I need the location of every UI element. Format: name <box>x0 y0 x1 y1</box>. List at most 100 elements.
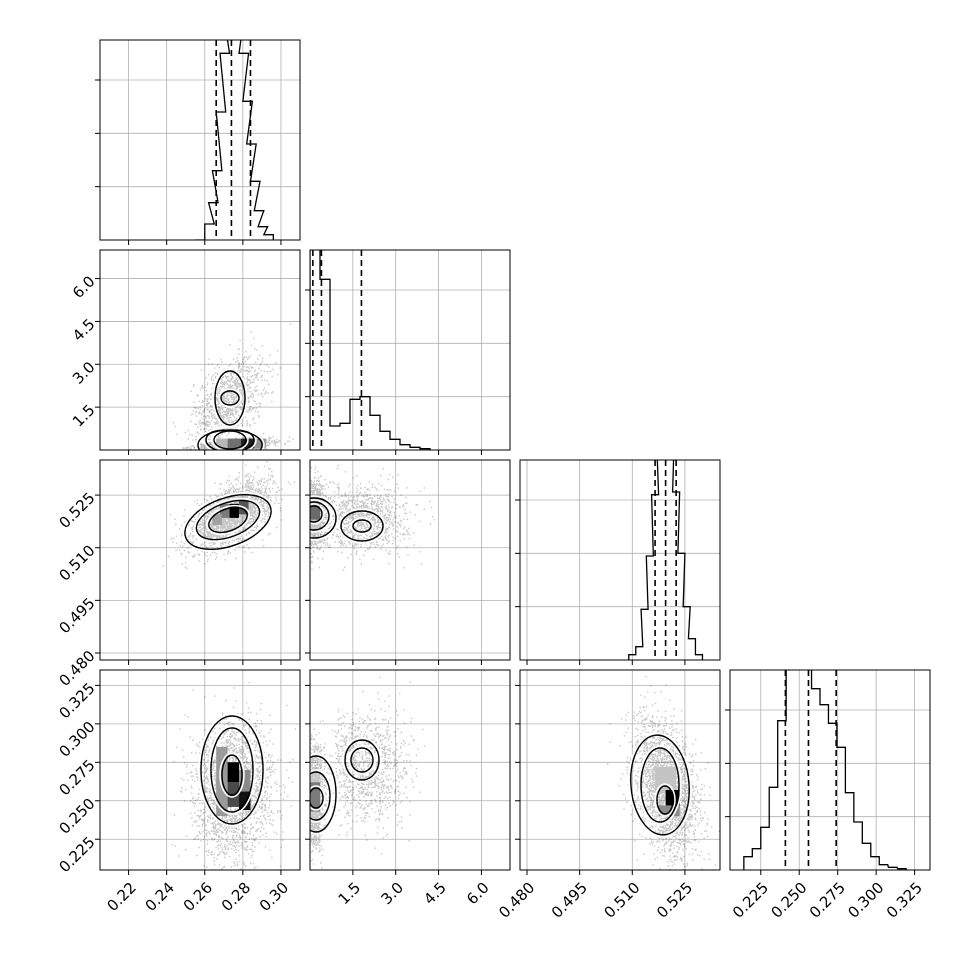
x-tick-label: 0.495 <box>548 879 591 922</box>
contour-halo <box>310 785 326 811</box>
contour-line <box>640 747 680 823</box>
contour-line <box>210 727 254 813</box>
x-tick-label: 0.300 <box>844 879 887 922</box>
contour-line <box>221 754 243 796</box>
axes-frame <box>309 459 511 661</box>
axes-frame <box>99 249 301 451</box>
axes-frame <box>99 459 301 661</box>
contour-halo <box>654 783 676 817</box>
scatter-points <box>172 323 292 450</box>
contour-line <box>310 497 337 539</box>
density-block <box>239 770 251 792</box>
density-block <box>254 438 266 449</box>
contour-line <box>630 734 690 836</box>
x-tick-label: 0.24 <box>142 879 178 915</box>
density-block <box>220 503 230 518</box>
panel-2-0: 0.480 0.495 0.510 0.525 <box>55 459 301 690</box>
x-tick-label: 0.275 <box>806 879 849 922</box>
panel-1-1 <box>305 249 511 455</box>
axes-frame <box>519 669 721 871</box>
axes-frame <box>309 669 511 871</box>
histogram-step <box>195 40 274 240</box>
axes-frame <box>309 249 511 451</box>
histogram-step <box>743 670 907 870</box>
y-tick-label: 0.510 <box>55 542 98 585</box>
axes-frame <box>99 39 301 241</box>
x-tick-label: 0.225 <box>729 879 772 922</box>
axes-frame <box>519 459 721 661</box>
x-tick-label: 3.0 <box>377 879 407 909</box>
contour-halo <box>310 769 333 823</box>
contour-line <box>195 499 261 541</box>
contour-line <box>197 429 263 450</box>
x-tick-label: 0.250 <box>767 879 810 922</box>
x-tick-label: 0.510 <box>600 879 643 922</box>
contour-halo <box>310 499 332 533</box>
contour-line <box>184 493 272 551</box>
y-tick-label: 0.495 <box>55 594 98 637</box>
x-tick-label: 4.5 <box>420 879 450 909</box>
panel-3-0: 0.22 0.24 0.26 0.28 0.30 0.2250.2500.2750.300… <box>55 669 301 915</box>
y-tick-label: 0.480 <box>55 647 98 690</box>
contour-line <box>208 506 248 534</box>
contour-line <box>200 715 264 825</box>
density-block <box>239 791 251 810</box>
y-tick-label: 4.5 <box>69 315 99 345</box>
contour-halo <box>348 745 376 775</box>
x-tick-label: 0.480 <box>495 879 538 922</box>
contour-halo <box>182 492 274 552</box>
contour-line <box>310 755 337 833</box>
density-block <box>216 438 228 449</box>
contour-halo <box>338 508 386 544</box>
contour-halo <box>198 713 266 827</box>
panel-2-2 <box>515 459 721 665</box>
contour-halo <box>628 732 692 838</box>
contour-halo <box>310 503 325 525</box>
contour-line <box>340 510 384 542</box>
contour-halo <box>208 725 256 815</box>
contour-halo <box>206 504 250 536</box>
contour-line <box>350 747 374 773</box>
contour-line <box>310 771 331 821</box>
contour-line <box>310 501 330 531</box>
contour-line <box>213 430 247 450</box>
x-tick-label: 0.30 <box>256 879 292 915</box>
y-tick-label: 1.5 <box>69 401 99 431</box>
x-tick-label: 6.0 <box>463 879 493 909</box>
contour-line <box>656 785 674 815</box>
contour-halo <box>203 425 257 450</box>
density-block <box>227 762 240 783</box>
scatter-points <box>310 464 435 571</box>
contour-halo <box>342 737 382 783</box>
histogram-step <box>628 460 704 660</box>
y-tick-label: 0.250 <box>55 795 98 838</box>
contour-halo <box>219 752 245 798</box>
density-block <box>310 782 320 812</box>
density-block <box>310 503 320 520</box>
x-tick-label: 1.5 <box>335 879 365 909</box>
scatter-points <box>310 676 426 855</box>
contour-halo <box>212 368 248 428</box>
x-tick-label: 0.325 <box>883 879 926 922</box>
y-tick-label: 6.0 <box>69 272 99 302</box>
contour-line <box>352 519 372 533</box>
y-tick-label: 0.325 <box>55 679 98 722</box>
panel-0-0 <box>95 39 301 245</box>
y-tick-label: 3.0 <box>69 358 99 388</box>
density-block <box>229 503 240 518</box>
y-tick-label: 0.225 <box>55 833 98 876</box>
density-block <box>227 438 241 449</box>
x-tick-label: 0.26 <box>180 879 216 915</box>
panel-2-1 <box>305 459 511 665</box>
contour-line <box>310 505 323 523</box>
contour-halo <box>195 427 265 450</box>
contour-halo <box>211 428 249 450</box>
contour-halo <box>310 495 339 541</box>
x-tick-label: 0.525 <box>653 879 696 922</box>
contour-halo <box>193 497 263 543</box>
axes-frame <box>729 669 931 871</box>
scatter-points <box>607 675 720 870</box>
histogram-step <box>310 250 431 450</box>
